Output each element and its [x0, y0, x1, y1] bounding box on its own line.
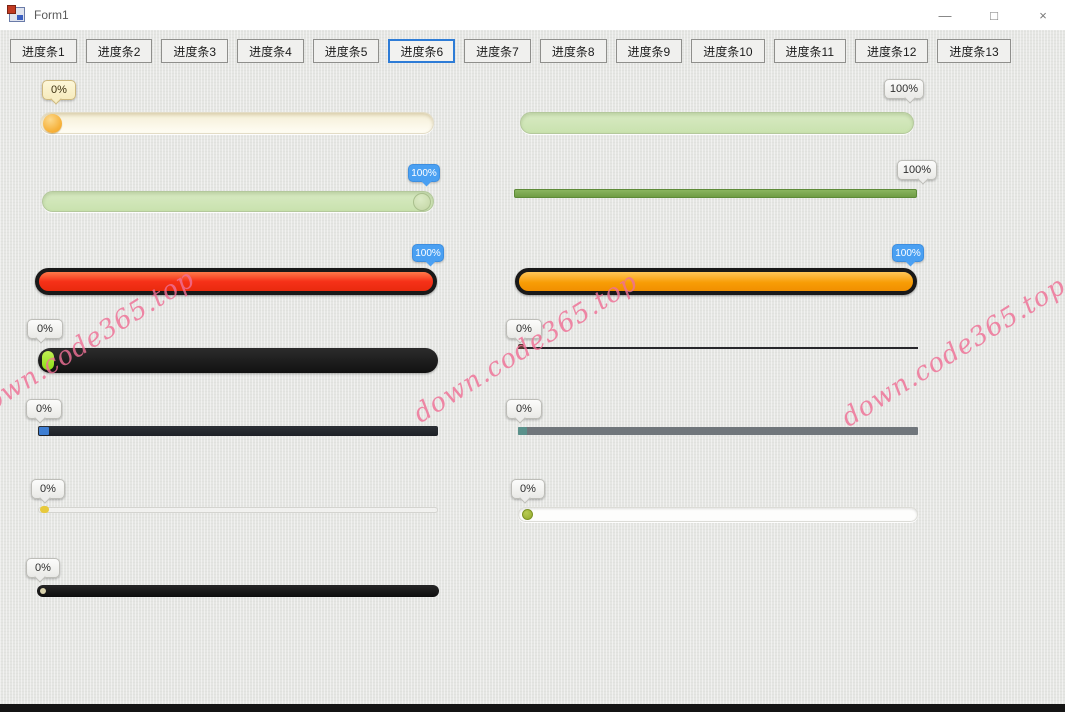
tab-progress-2[interactable]: 进度条2	[85, 39, 153, 63]
value-badge: 0%	[31, 479, 65, 499]
green-pill-progressbar	[520, 112, 914, 134]
tab-progress-13[interactable]: 进度条13	[937, 39, 1011, 63]
dark-progressbar	[38, 426, 438, 436]
tab-progress-3[interactable]: 进度条3	[161, 39, 229, 63]
minimize-button[interactable]: —	[938, 7, 952, 23]
value-badge: 0%	[26, 558, 60, 578]
pale-indicator-dot	[40, 588, 46, 594]
value-badge: 100%	[892, 244, 924, 262]
orange-progressbar	[515, 268, 917, 295]
value-badge: 0%	[506, 319, 542, 339]
tab-progress-10[interactable]: 进度条10	[691, 39, 765, 63]
value-badge: 100%	[884, 79, 924, 99]
red-progressbar	[35, 268, 437, 295]
green-knob[interactable]	[413, 193, 431, 211]
thin-slider-track[interactable]	[38, 506, 438, 513]
value-badge: 0%	[506, 399, 542, 419]
window-bottom-edge	[0, 704, 1065, 712]
teal-indicator	[518, 427, 527, 435]
value-badge: 100%	[412, 244, 444, 262]
tab-progress-9[interactable]: 进度条9	[615, 39, 683, 63]
yellow-dot-knob[interactable]	[40, 506, 49, 513]
value-badge: 0%	[26, 399, 62, 419]
client-area: 进度条1 进度条2 进度条3 进度条4 进度条5 进度条6 进度条7 进度条8 …	[0, 30, 1065, 704]
green-slider-track[interactable]	[42, 191, 434, 212]
value-badge: 0%	[511, 479, 545, 499]
maximize-button[interactable]: □	[990, 7, 998, 23]
tab-progress-8[interactable]: 进度条8	[539, 39, 607, 63]
white-pill-slider-track[interactable]	[518, 507, 918, 522]
cream-slider-track[interactable]	[40, 112, 434, 134]
tab-progress-6[interactable]: 进度条6	[388, 39, 456, 63]
tab-progress-4[interactable]: 进度条4	[237, 39, 304, 63]
tab-progress-7[interactable]: 进度条7	[464, 39, 531, 63]
value-badge: 0%	[27, 319, 63, 339]
thin-green-progressbar	[514, 189, 917, 198]
close-button[interactable]: ×	[1039, 7, 1047, 23]
tab-progress-5[interactable]: 进度条5	[312, 39, 380, 63]
window-controls: — □ ×	[937, 0, 1051, 30]
value-badge: 0%	[42, 80, 76, 100]
tab-progress-1[interactable]: 进度条1	[10, 39, 77, 63]
value-badge: 100%	[897, 160, 937, 180]
gray-progressbar	[518, 427, 918, 435]
form-icon	[7, 5, 25, 22]
line-progressbar	[518, 344, 918, 349]
black-pill-progressbar	[38, 348, 438, 373]
titlebar: Form1 — □ ×	[0, 0, 1065, 30]
green-indicator	[42, 351, 54, 370]
watermark: down.code365.top	[836, 270, 1065, 434]
tab-progress-12[interactable]: 进度条12	[855, 39, 929, 63]
line-indicator-dot	[518, 344, 524, 349]
tab-row: 进度条1 进度条2 进度条3 进度条4 进度条5 进度条6 进度条7 进度条8 …	[10, 39, 1011, 63]
value-badge: 100%	[408, 164, 440, 182]
orange-knob[interactable]	[43, 114, 62, 133]
tab-progress-11[interactable]: 进度条11	[773, 39, 847, 63]
olive-dot-knob[interactable]	[522, 509, 533, 520]
window-title: Form1	[34, 8, 69, 22]
black-thin-progressbar	[37, 585, 439, 597]
blue-indicator	[39, 427, 49, 435]
